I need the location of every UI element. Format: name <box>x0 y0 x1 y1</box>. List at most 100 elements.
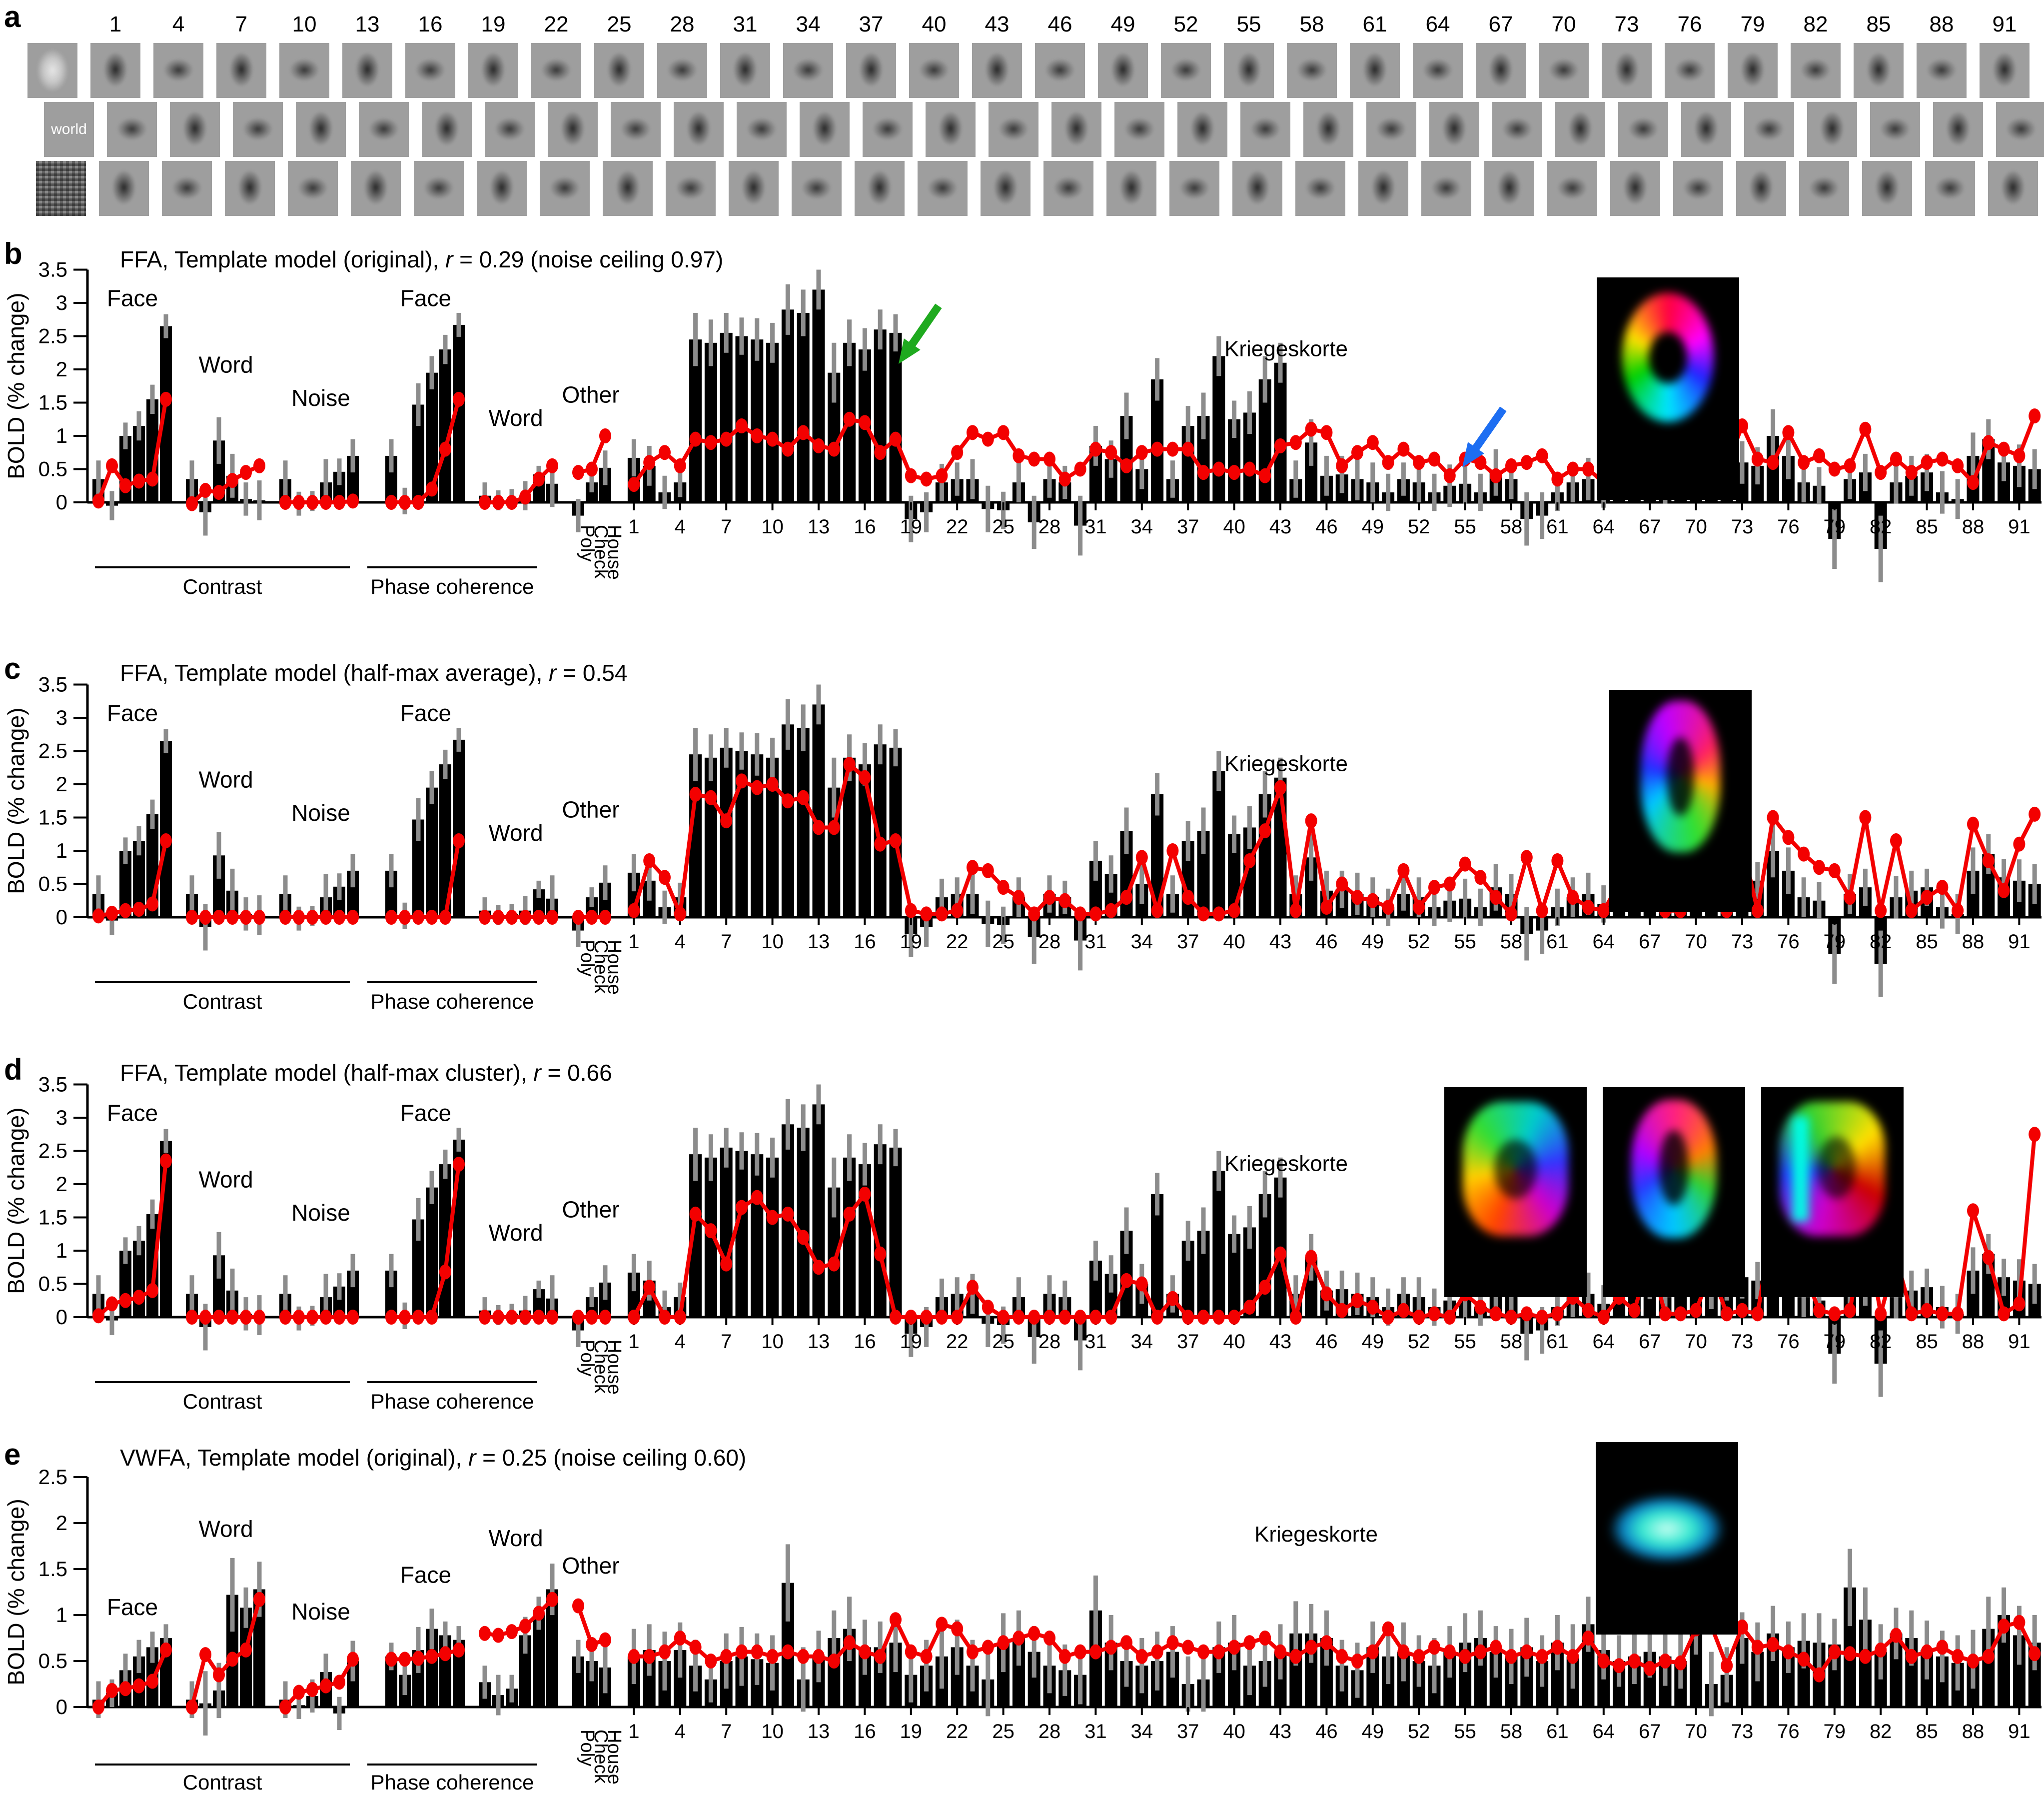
stimulus-thumbnail <box>972 43 1022 98</box>
stimulus-thumbnail <box>792 161 842 216</box>
svg-text:10: 10 <box>761 1721 784 1743</box>
svg-text:16: 16 <box>854 1331 876 1353</box>
stimulus-thumbnail <box>1980 43 2030 98</box>
svg-text:85: 85 <box>1916 1331 1938 1353</box>
svg-text:19: 19 <box>900 931 923 953</box>
stimulus-thumbnail <box>1492 102 1542 157</box>
stimulus-thumbnail <box>27 43 77 98</box>
svg-text:2.5: 2.5 <box>38 1465 67 1489</box>
stimulus-column-number: 40 <box>922 12 947 36</box>
panel-b-chart: FFA, Template model (original), r = 0.29… <box>3 246 2042 598</box>
stimulus-column-number: 79 <box>1740 12 1765 36</box>
svg-text:19: 19 <box>900 1721 923 1743</box>
stimulus-thumbnail <box>548 102 598 157</box>
panel-letter-a: a <box>4 0 21 33</box>
panel-c-title: FFA, Template model (half-max average), … <box>120 660 627 686</box>
svg-text:67: 67 <box>1639 1331 1661 1353</box>
stimulus-thumbnail <box>863 102 913 157</box>
stimulus-column-number: 16 <box>418 12 443 36</box>
stimulus-thumbnail <box>611 102 661 157</box>
svg-text:76: 76 <box>1777 1331 1800 1353</box>
stimulus-thumbnail <box>720 43 770 98</box>
svg-text:91: 91 <box>2008 1721 2031 1743</box>
stimulus-thumbnail <box>216 43 266 98</box>
stimulus-thumbnail <box>989 102 1038 157</box>
svg-text:4: 4 <box>675 1721 686 1743</box>
kriegeskorte-label: Kriegeskorte <box>1224 336 1348 361</box>
panel-d-bars <box>92 1104 2041 1364</box>
svg-text:76: 76 <box>1777 931 1800 953</box>
svg-text:1.5: 1.5 <box>38 1206 67 1229</box>
stimulus-thumbnail <box>1547 161 1597 216</box>
panel-c-x-ticks: 1 4 7 10 13 16 19 22 25 28 31 34 37 40 43 46 49 52 55 58 61 6… <box>628 917 2031 953</box>
stimulus-thumbnail <box>1555 102 1605 157</box>
svg-text:40: 40 <box>1223 516 1245 538</box>
svg-text:82: 82 <box>1870 1331 1892 1353</box>
green-arrow <box>899 303 942 364</box>
svg-text:19: 19 <box>900 1331 923 1353</box>
svg-text:76: 76 <box>1777 1721 1800 1743</box>
svg-text:2: 2 <box>56 357 67 381</box>
svg-text:88: 88 <box>1962 516 1985 538</box>
section-label-other: Other <box>562 1553 619 1579</box>
svg-text:22: 22 <box>946 1721 969 1743</box>
panel-e-ylabel: BOLD (% change) <box>3 1499 29 1685</box>
svg-text:3: 3 <box>56 706 67 729</box>
section-label-contrast_face: Face <box>107 285 158 311</box>
stimulus-thumbnail <box>36 161 86 216</box>
svg-text:10: 10 <box>761 516 784 538</box>
svg-text:34: 34 <box>1131 1721 1153 1743</box>
svg-text:0.5: 0.5 <box>38 457 67 481</box>
svg-text:52: 52 <box>1408 1721 1430 1743</box>
svg-text:28: 28 <box>1038 516 1061 538</box>
svg-text:0: 0 <box>56 905 67 929</box>
stimulus-thumbnail <box>170 102 220 157</box>
svg-text:67: 67 <box>1639 931 1661 953</box>
svg-text:31: 31 <box>1084 1721 1107 1743</box>
stimulus-column-number: 19 <box>481 12 506 36</box>
svg-text:28: 28 <box>1038 931 1061 953</box>
panel-d-y-axis: 0 0.5 1 1.5 2 2.5 3 3.5 BOLD (% change) <box>3 1073 89 1329</box>
panel-letter-e: e <box>4 1438 21 1471</box>
svg-text:2.5: 2.5 <box>38 1139 67 1163</box>
stimulus-thumbnail <box>1098 43 1148 98</box>
section-label-contrast_noise: Noise <box>291 1599 350 1625</box>
svg-text:2.5: 2.5 <box>38 739 67 763</box>
svg-text:46: 46 <box>1315 1331 1338 1353</box>
svg-text:79: 79 <box>1824 516 1846 538</box>
stimulus-thumbnail <box>855 161 905 216</box>
section-label-phase_face: Face <box>400 285 451 311</box>
stimulus-thumbnail <box>1043 161 1093 216</box>
stimulus-thumbnail <box>1114 102 1164 157</box>
svg-text:7: 7 <box>721 1721 732 1743</box>
phase-coherence-group-label: Phase coherence <box>371 1771 534 1793</box>
stimulus-thumbnail <box>1917 43 1967 98</box>
section-label-other: Other <box>562 797 619 823</box>
svg-text:52: 52 <box>1408 516 1430 538</box>
panel-letter-d: d <box>4 1053 22 1086</box>
svg-text:4: 4 <box>675 931 686 953</box>
svg-text:76: 76 <box>1777 516 1800 538</box>
stimulus-thumbnail <box>1870 102 1920 157</box>
stimulus-thumbnail <box>107 102 157 157</box>
stimulus-thumbnail <box>359 102 409 157</box>
svg-text:3.5: 3.5 <box>38 1073 67 1096</box>
other-tick-house: House <box>604 940 625 995</box>
stimulus-thumbnail <box>90 43 140 98</box>
stimulus-thumbnail <box>1862 161 1912 216</box>
svg-text:37: 37 <box>1177 516 1199 538</box>
stimulus-thumbnail <box>1925 161 1975 216</box>
stimulus-thumbnail <box>1476 43 1526 98</box>
stimulus-thumbnail <box>477 161 527 216</box>
panel-b-ylabel: BOLD (% change) <box>3 293 29 479</box>
stimulus-thumbnail <box>531 43 581 98</box>
svg-text:22: 22 <box>946 931 969 953</box>
svg-text:16: 16 <box>854 516 876 538</box>
section-label-contrast_noise: Noise <box>291 800 350 826</box>
panel-e-x-ticks: 1 4 7 10 13 16 19 22 25 28 31 34 37 40 43 46 49 52 55 58 61 6… <box>628 1707 2031 1743</box>
section-label-phase_word: Word <box>488 1220 543 1246</box>
stimulus-column-number: 82 <box>1803 12 1828 36</box>
svg-text:43: 43 <box>1269 1721 1292 1743</box>
svg-text:31: 31 <box>1084 931 1107 953</box>
